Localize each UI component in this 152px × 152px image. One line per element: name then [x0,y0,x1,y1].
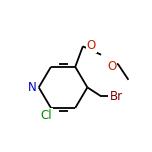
Text: N: N [28,81,37,94]
Text: O: O [87,39,96,52]
Text: Br: Br [109,90,123,103]
Text: Cl: Cl [41,109,52,122]
Text: O: O [107,60,116,73]
